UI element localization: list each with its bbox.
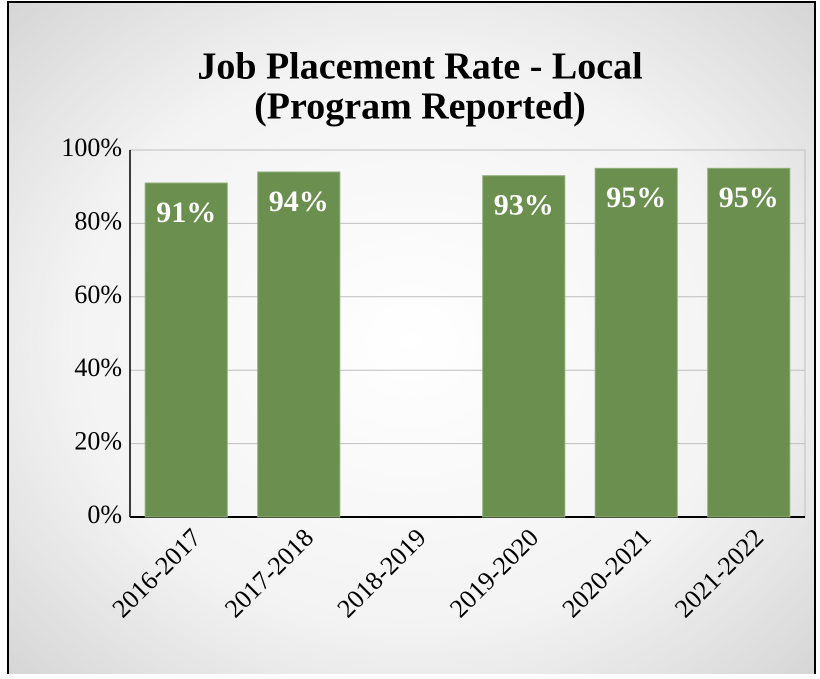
data-label: 91% bbox=[156, 196, 216, 229]
data-label: 93% bbox=[494, 189, 554, 222]
chart-subtitle: (Program Reported) bbox=[254, 86, 586, 128]
y-tick-label: 20% bbox=[74, 427, 122, 456]
data-label: 94% bbox=[269, 185, 329, 218]
y-tick-label: 60% bbox=[74, 280, 122, 309]
bar bbox=[594, 167, 678, 518]
bar bbox=[257, 171, 341, 518]
bar bbox=[482, 175, 566, 518]
bar bbox=[707, 167, 791, 518]
data-label: 95% bbox=[719, 181, 779, 214]
chart-background bbox=[7, 1, 816, 679]
chart-title: Job Placement Rate - Local bbox=[197, 46, 642, 88]
y-tick-label: 80% bbox=[74, 206, 122, 235]
bar bbox=[144, 182, 228, 518]
y-tick-label: 100% bbox=[61, 133, 122, 162]
y-tick-label: 40% bbox=[74, 353, 122, 382]
data-label: 95% bbox=[606, 181, 666, 214]
y-tick-label: 0% bbox=[87, 500, 122, 529]
